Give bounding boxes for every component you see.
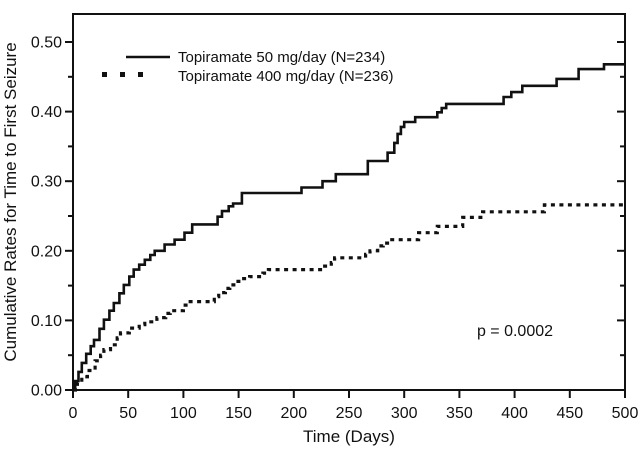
series-curve-400mg [73, 203, 625, 392]
y-tick-label: 0.40 [31, 104, 62, 121]
x-tick-label: 250 [336, 405, 363, 422]
legend-dot [138, 72, 143, 77]
x-tick-label: 450 [556, 405, 583, 422]
x-tick-label: 300 [391, 405, 418, 422]
y-tick-label: 0.00 [31, 383, 62, 400]
y-tick-label: 0.50 [31, 35, 62, 52]
legend-dot [102, 72, 107, 77]
y-axis-title: Cumulative Rates for Time to First Seizu… [1, 42, 20, 361]
x-tick-label: 0 [69, 405, 78, 422]
series-curves [73, 63, 625, 392]
legend-label-400mg: Topiramate 400 mg/day (N=236) [178, 68, 394, 85]
x-tick-label: 50 [119, 405, 137, 422]
x-tick-label: 350 [446, 405, 473, 422]
axis-ticks: 0.00 0.10 0.20 0.30 0.40 0.50 0 50 100 150 200 250 3… [31, 35, 639, 423]
legend-dotted-line-swatch [102, 72, 143, 77]
x-tick-label: 200 [280, 405, 307, 422]
x-tick-label: 100 [170, 405, 197, 422]
y-tick-label: 0.30 [31, 174, 62, 191]
x-axis-title: Time (Days) [303, 427, 395, 446]
legend-dot [120, 72, 125, 77]
legend-label-50mg: Topiramate 50 mg/day (N=234) [178, 49, 385, 66]
y-tick-label: 0.20 [31, 243, 62, 260]
series-curve-50mg [73, 63, 625, 392]
x-tick-label: 150 [225, 405, 252, 422]
x-tick-label: 500 [612, 405, 639, 422]
y-tick-label: 0.10 [31, 313, 62, 330]
x-tick-label: 400 [501, 405, 528, 422]
legend: Topiramate 50 mg/day (N=234) Topiramate … [102, 49, 394, 85]
p-value-annotation: p = 0.0002 [477, 323, 553, 340]
